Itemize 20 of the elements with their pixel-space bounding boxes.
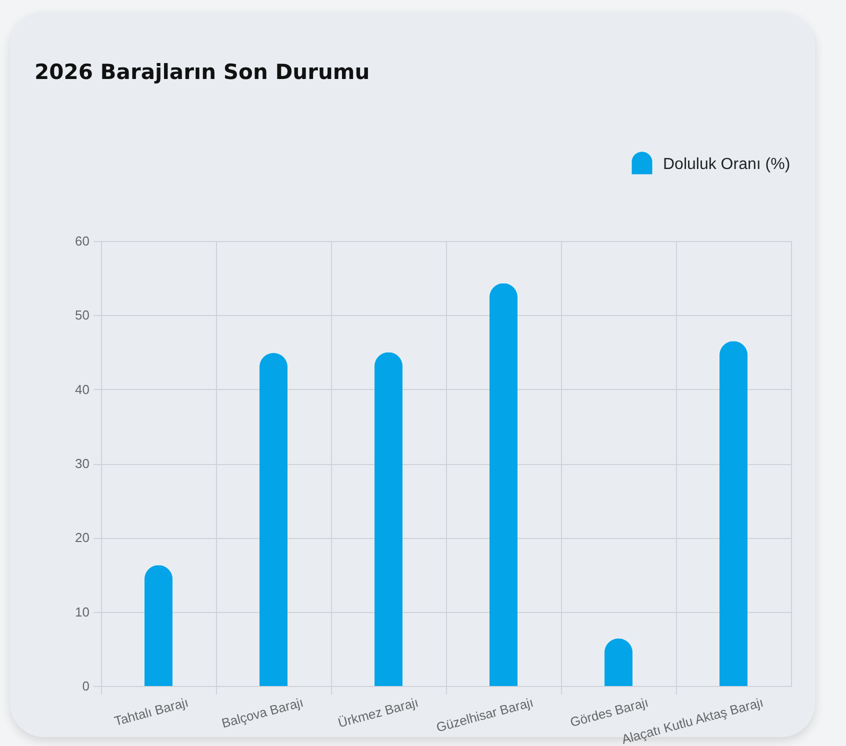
x-tick-label: Ürkmez Barajı <box>336 694 420 730</box>
y-tick-label: 50 <box>75 308 90 323</box>
bar <box>604 638 632 686</box>
legend-label: Doluluk Oranı (%) <box>663 156 790 173</box>
bar <box>490 283 518 686</box>
chart-title: 2026 Barajların Son Durumu <box>34 60 370 84</box>
x-tick-label: Güzelhisar Barajı <box>434 694 535 735</box>
y-tick-label: 60 <box>75 234 90 248</box>
x-tick-label: Tahtalı Barajı <box>112 694 190 729</box>
y-tick-label: 0 <box>82 678 90 694</box>
x-tick-label: Gördes Barajı <box>568 694 650 730</box>
bar <box>374 352 402 686</box>
x-tick-label: Balçova Barajı <box>220 694 305 731</box>
bar <box>144 565 172 686</box>
bar <box>720 341 748 686</box>
y-tick-label: 10 <box>75 604 90 620</box>
y-tick-label: 30 <box>75 456 90 471</box>
bar <box>260 352 288 686</box>
y-tick-label: 40 <box>75 382 90 397</box>
y-tick-label: 20 <box>75 530 90 546</box>
